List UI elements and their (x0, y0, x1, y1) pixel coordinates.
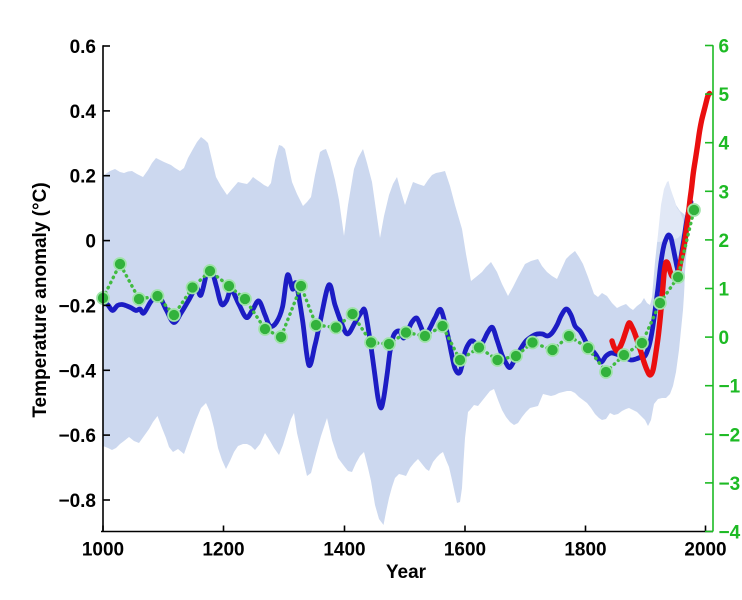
svg-text:−0.6: −0.6 (58, 426, 96, 447)
svg-text:0.2: 0.2 (70, 167, 96, 188)
svg-text:2: 2 (719, 231, 730, 252)
svg-text:Year: Year (386, 562, 427, 583)
svg-text:0: 0 (719, 328, 730, 349)
svg-text:0: 0 (85, 232, 96, 253)
svg-text:1400: 1400 (323, 540, 365, 561)
svg-text:−4: −4 (719, 523, 741, 544)
svg-text:Temperature anomaly (°C): Temperature anomaly (°C) (30, 182, 51, 417)
svg-text:1800: 1800 (564, 540, 606, 561)
svg-text:3: 3 (719, 182, 730, 203)
svg-text:−1: −1 (719, 377, 741, 398)
svg-text:−2: −2 (719, 425, 741, 446)
svg-text:5: 5 (719, 85, 730, 106)
svg-text:−0.2: −0.2 (58, 296, 96, 317)
svg-text:−3: −3 (719, 474, 741, 495)
svg-text:6: 6 (719, 37, 730, 58)
svg-text:0.4: 0.4 (70, 102, 97, 123)
svg-text:1200: 1200 (202, 540, 244, 561)
svg-text:1: 1 (719, 280, 730, 301)
svg-text:1600: 1600 (444, 540, 486, 561)
svg-text:2000: 2000 (684, 540, 726, 561)
svg-text:−0.8: −0.8 (58, 491, 96, 512)
svg-text:0.6: 0.6 (70, 37, 96, 58)
svg-text:4: 4 (719, 134, 730, 155)
svg-text:−0.4: −0.4 (58, 361, 96, 382)
svg-text:1000: 1000 (82, 540, 124, 561)
